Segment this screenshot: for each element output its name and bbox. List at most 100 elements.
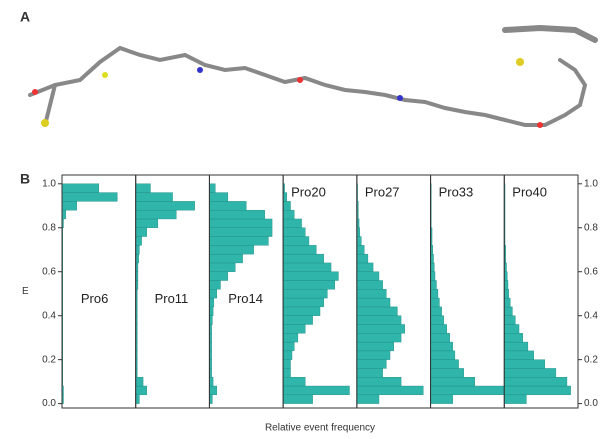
y-tick-label: 0.6	[42, 266, 56, 277]
y-tick-label: 0.0	[42, 398, 56, 409]
y-tick-label-right: 0.8	[584, 222, 598, 233]
bar	[431, 342, 453, 351]
bar	[357, 386, 423, 395]
bar	[209, 245, 253, 254]
y-tick-label-right: 0.0	[584, 398, 598, 409]
panel-label: Pro20	[291, 184, 326, 199]
bar	[357, 307, 398, 316]
bar	[504, 377, 567, 386]
bar	[504, 289, 508, 298]
y-tick-label: 1.0	[42, 178, 56, 189]
bar	[209, 254, 242, 263]
panel-label: Pro6	[81, 291, 108, 306]
bar	[136, 237, 142, 246]
bar	[136, 245, 140, 254]
bar	[504, 395, 526, 404]
y-tick-label-right: 0.4	[584, 310, 598, 321]
atom	[516, 58, 524, 66]
side-chain	[45, 85, 55, 125]
bar	[431, 298, 440, 307]
bar	[209, 228, 272, 237]
bar	[283, 307, 320, 316]
bar	[209, 219, 272, 228]
bar	[504, 386, 570, 395]
bar	[357, 351, 390, 360]
bar	[283, 263, 331, 272]
bar	[209, 298, 213, 307]
bar	[283, 360, 290, 369]
bar	[504, 342, 528, 351]
bar	[62, 184, 99, 193]
atom	[397, 95, 403, 101]
page: A BERelative event frequency0.00.00.20.2…	[0, 0, 603, 439]
bar	[136, 395, 140, 404]
bar	[136, 201, 195, 210]
bar	[504, 360, 545, 369]
bar	[283, 219, 301, 228]
bar	[504, 298, 510, 307]
bar	[283, 386, 349, 395]
atom	[32, 89, 38, 95]
panel-label: Pro33	[439, 184, 474, 199]
bar	[504, 333, 522, 342]
bar	[62, 201, 77, 210]
bar	[431, 289, 438, 298]
bar	[209, 281, 220, 290]
bar	[357, 272, 379, 281]
bar	[283, 193, 287, 202]
bar	[283, 254, 324, 263]
bar	[283, 351, 292, 360]
bar	[431, 368, 464, 377]
bar	[209, 210, 264, 219]
bar	[357, 254, 368, 263]
bar	[357, 289, 386, 298]
bar	[283, 237, 309, 246]
bar	[209, 193, 227, 202]
bar	[431, 307, 442, 316]
bar	[431, 316, 444, 325]
bar	[136, 228, 147, 237]
bar	[136, 386, 147, 395]
bar	[283, 395, 312, 404]
bar	[283, 289, 327, 298]
panel-label: Pro40	[512, 184, 547, 199]
x-axis-label: Relative event frequency	[265, 423, 375, 434]
bar	[136, 184, 151, 193]
bar	[209, 184, 215, 193]
atom	[102, 72, 108, 78]
backbone	[30, 48, 585, 125]
atom	[537, 122, 543, 128]
bar	[209, 272, 227, 281]
bar	[431, 272, 435, 281]
bar	[62, 193, 117, 202]
bar	[283, 368, 290, 377]
bar	[431, 324, 447, 333]
y-tick-label-right: 0.2	[584, 354, 598, 365]
bar	[209, 263, 235, 272]
bar	[209, 377, 213, 386]
bar	[136, 219, 158, 228]
bar	[357, 342, 394, 351]
bar	[357, 333, 401, 342]
bar	[283, 201, 290, 210]
bar	[357, 298, 390, 307]
bar	[283, 316, 312, 325]
bar	[431, 377, 475, 386]
bar	[357, 245, 364, 254]
bar	[357, 395, 379, 404]
bar	[283, 272, 338, 281]
bar	[431, 395, 453, 404]
bar	[357, 316, 401, 325]
panel-label: Pro27	[365, 184, 400, 199]
bar	[357, 324, 405, 333]
bar	[283, 333, 298, 342]
bar	[283, 281, 335, 290]
dye	[505, 28, 595, 40]
panel-label: Pro14	[228, 291, 263, 306]
bar	[209, 237, 268, 246]
atom	[297, 77, 303, 83]
y-tick-label: 0.4	[42, 310, 56, 321]
bar	[283, 228, 305, 237]
bar	[283, 210, 294, 219]
bar	[504, 281, 508, 290]
